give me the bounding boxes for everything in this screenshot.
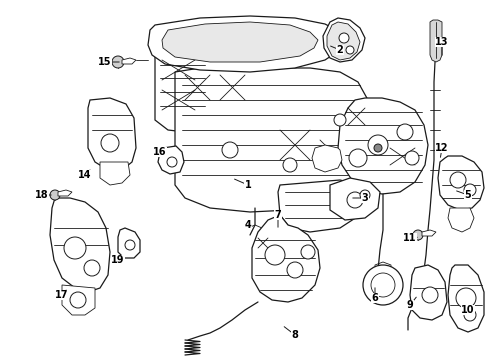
Circle shape xyxy=(64,237,86,259)
Polygon shape xyxy=(148,16,345,72)
Text: 12: 12 xyxy=(435,143,449,153)
Circle shape xyxy=(50,190,60,200)
Polygon shape xyxy=(438,156,484,210)
Polygon shape xyxy=(430,20,442,62)
Polygon shape xyxy=(448,265,484,332)
Polygon shape xyxy=(158,146,184,174)
Text: 9: 9 xyxy=(407,300,414,310)
Polygon shape xyxy=(118,228,140,258)
Text: 14: 14 xyxy=(78,170,92,180)
Circle shape xyxy=(413,230,423,240)
Circle shape xyxy=(287,262,303,278)
Polygon shape xyxy=(278,180,365,232)
Polygon shape xyxy=(422,230,436,236)
Circle shape xyxy=(70,292,86,308)
Circle shape xyxy=(101,134,119,152)
Circle shape xyxy=(167,157,177,167)
Text: 5: 5 xyxy=(465,190,471,200)
Polygon shape xyxy=(100,162,130,185)
Polygon shape xyxy=(323,18,365,62)
Circle shape xyxy=(360,190,370,200)
Circle shape xyxy=(464,184,476,196)
Circle shape xyxy=(283,158,297,172)
Text: 7: 7 xyxy=(274,210,281,220)
Circle shape xyxy=(334,114,346,126)
Text: 2: 2 xyxy=(337,45,343,55)
Polygon shape xyxy=(448,208,474,232)
Polygon shape xyxy=(122,58,136,64)
Polygon shape xyxy=(338,98,428,194)
Circle shape xyxy=(450,172,466,188)
Text: 1: 1 xyxy=(245,180,251,190)
Circle shape xyxy=(349,149,367,167)
Polygon shape xyxy=(312,145,342,172)
Circle shape xyxy=(125,240,135,250)
Text: 8: 8 xyxy=(292,330,298,340)
Text: 13: 13 xyxy=(435,37,449,47)
Circle shape xyxy=(371,273,395,297)
Circle shape xyxy=(464,309,476,321)
Circle shape xyxy=(112,56,124,68)
Circle shape xyxy=(422,287,438,303)
Text: 17: 17 xyxy=(55,290,69,300)
Circle shape xyxy=(363,265,403,305)
Circle shape xyxy=(347,192,363,208)
Polygon shape xyxy=(58,190,72,196)
Circle shape xyxy=(397,124,413,140)
Polygon shape xyxy=(175,68,368,212)
Polygon shape xyxy=(410,265,447,320)
Circle shape xyxy=(456,288,476,308)
Text: 19: 19 xyxy=(111,255,125,265)
Text: 3: 3 xyxy=(362,193,368,203)
Circle shape xyxy=(339,33,349,43)
Circle shape xyxy=(301,245,315,259)
Polygon shape xyxy=(252,215,320,302)
Text: 18: 18 xyxy=(35,190,49,200)
Text: 10: 10 xyxy=(461,305,475,315)
Circle shape xyxy=(84,260,100,276)
Polygon shape xyxy=(88,98,136,170)
Circle shape xyxy=(346,46,354,54)
Text: 15: 15 xyxy=(98,57,112,67)
Text: 4: 4 xyxy=(245,220,251,230)
Text: 6: 6 xyxy=(371,293,378,303)
Circle shape xyxy=(368,135,388,155)
Polygon shape xyxy=(62,285,95,315)
Polygon shape xyxy=(162,22,318,62)
Text: 16: 16 xyxy=(153,147,167,157)
Text: 11: 11 xyxy=(403,233,417,243)
Circle shape xyxy=(374,144,382,152)
Circle shape xyxy=(405,151,419,165)
Polygon shape xyxy=(155,48,210,132)
Polygon shape xyxy=(327,22,360,60)
Polygon shape xyxy=(50,198,110,292)
Circle shape xyxy=(222,142,238,158)
Polygon shape xyxy=(330,178,380,220)
Circle shape xyxy=(265,245,285,265)
